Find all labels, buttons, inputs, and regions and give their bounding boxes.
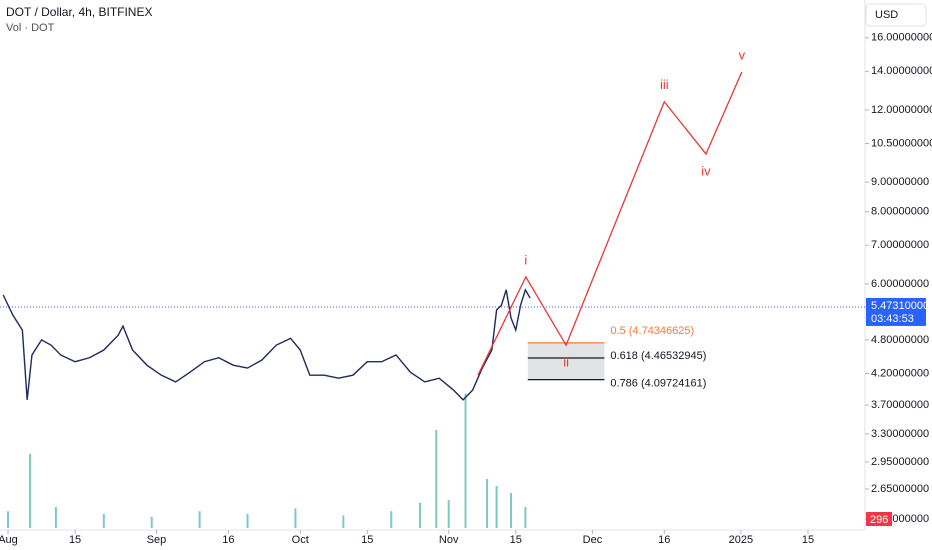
x-tick-label: Nov xyxy=(439,534,459,546)
price-line xyxy=(2,288,531,401)
y-tick-label: 10.50000000 xyxy=(871,137,932,149)
volume-label-box xyxy=(866,512,892,526)
volume-bar xyxy=(150,516,153,528)
y-tick-label: 12.00000000 xyxy=(871,104,932,116)
volume-bar xyxy=(102,514,105,528)
x-tick-label: 2025 xyxy=(729,534,753,546)
x-tick-label: 15 xyxy=(69,534,81,546)
x-tick-label: Oct xyxy=(292,534,309,546)
wave-label: ii xyxy=(563,355,569,370)
wave-label: iii xyxy=(660,77,669,92)
x-tick-label: 16 xyxy=(222,534,234,546)
fib-label: 0.786 (4.09724161) xyxy=(610,378,706,390)
wave-label: iv xyxy=(701,163,711,178)
volume-bar xyxy=(418,502,421,528)
fib-zone xyxy=(527,342,605,380)
y-tick-label: 4.20000000 xyxy=(871,367,929,379)
wave-label: v xyxy=(739,47,746,62)
volume-bar xyxy=(246,514,249,528)
volume-bar xyxy=(6,511,9,528)
x-tick-label: Aug xyxy=(0,534,18,546)
fib-label: 0.5 (4.74346625) xyxy=(610,325,694,337)
x-tick-label: 16 xyxy=(658,534,670,546)
x-tick-label: 15 xyxy=(802,534,814,546)
currency-label: USD xyxy=(875,9,898,21)
last-price-label: 5.47310000 xyxy=(871,300,929,312)
y-tick-label: 3.70000000 xyxy=(871,399,929,411)
y-tick-label: 6.00000000 xyxy=(871,278,929,290)
y-tick-label: 2.65000000 xyxy=(871,483,929,495)
price-line xyxy=(477,71,743,376)
volume-bar xyxy=(29,453,32,528)
chart-subtitle: Vol · DOT xyxy=(6,22,55,34)
volume-bar xyxy=(54,507,57,528)
wave-label: i xyxy=(524,252,527,267)
y-tick-label: 7.00000000 xyxy=(871,239,929,251)
y-tick-label: 4.80000000 xyxy=(871,334,929,346)
volume-bar xyxy=(435,430,438,528)
volume-bar xyxy=(486,479,489,528)
volume-bar xyxy=(342,515,345,528)
last-price-box xyxy=(866,297,926,326)
x-tick-label: 15 xyxy=(361,534,373,546)
y-tick-label: 8.00000000 xyxy=(871,206,929,218)
volume-bar xyxy=(198,511,201,528)
currency-button[interactable] xyxy=(865,3,927,27)
volume-bar xyxy=(294,508,297,528)
volume-bar xyxy=(495,486,498,528)
volume-bar xyxy=(447,500,450,528)
y-tick-label: 16.00000000 xyxy=(871,32,932,44)
y-tick-label: 14.00000000 xyxy=(871,65,932,77)
x-tick-label: Sep xyxy=(147,534,167,546)
countdown-label: 03:43:53 xyxy=(871,313,914,325)
volume-bar xyxy=(390,511,393,528)
y-tick-label: 3.30000000 xyxy=(871,428,929,440)
volume-bar xyxy=(524,507,527,528)
x-tick-label: 15 xyxy=(510,534,522,546)
chart-title: DOT / Dollar, 4h, BITFINEX xyxy=(6,5,152,19)
volume-label: 296 xyxy=(870,514,888,526)
volume-bar xyxy=(509,493,512,528)
volume-bar xyxy=(464,393,467,528)
fib-label: 0.618 (4.46532945) xyxy=(610,350,706,362)
x-tick-label: Dec xyxy=(583,534,603,546)
y-tick-label: 2.95000000 xyxy=(871,456,929,468)
y-tick-label: 9.00000000 xyxy=(871,176,929,188)
